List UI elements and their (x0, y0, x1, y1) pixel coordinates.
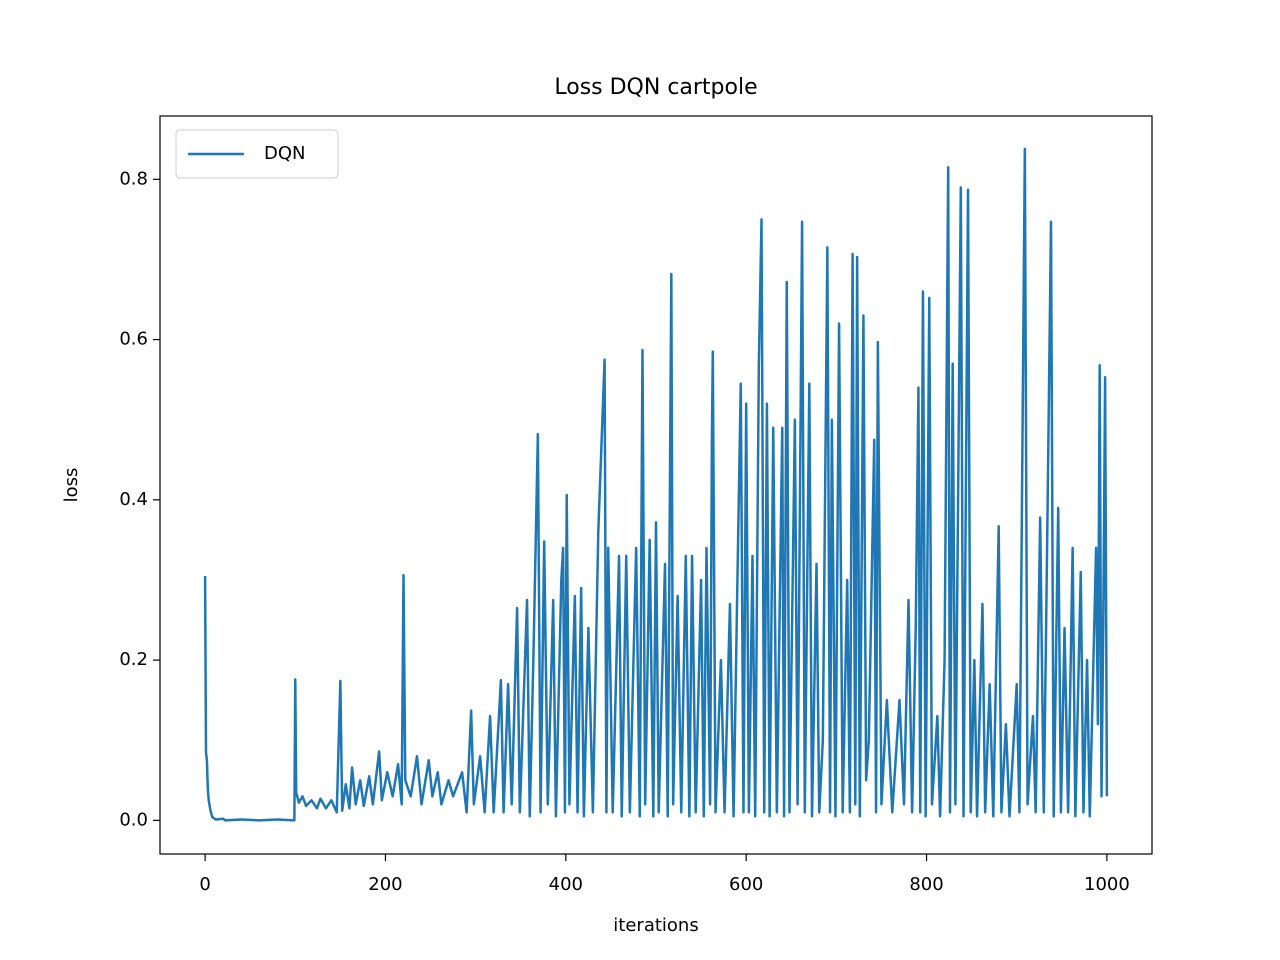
x-tick-label: 400 (549, 874, 583, 895)
plot-frame (159, 115, 1153, 855)
chart-title: Loss DQN cartpole (554, 75, 757, 100)
y-tick-label: 0.4 (119, 489, 148, 510)
x-tick-label: 1000 (1084, 874, 1130, 895)
x-tick-label: 200 (368, 874, 402, 895)
data-line (203, 147, 1109, 822)
y-tick-label: 0.2 (119, 649, 148, 670)
x-tick-label: 600 (729, 874, 763, 895)
x-tick-label: 0 (199, 874, 210, 895)
x-tick-label: 800 (909, 874, 943, 895)
y-tick-label: 0.6 (119, 329, 148, 350)
y-tick-label: 0.8 (119, 168, 148, 189)
legend-label: DQN (264, 143, 306, 164)
x-axis-label: iterations (613, 915, 698, 936)
y-tick-label: 0.0 (119, 809, 148, 830)
y-axis-label: loss (61, 468, 82, 503)
legend-box (175, 129, 339, 179)
